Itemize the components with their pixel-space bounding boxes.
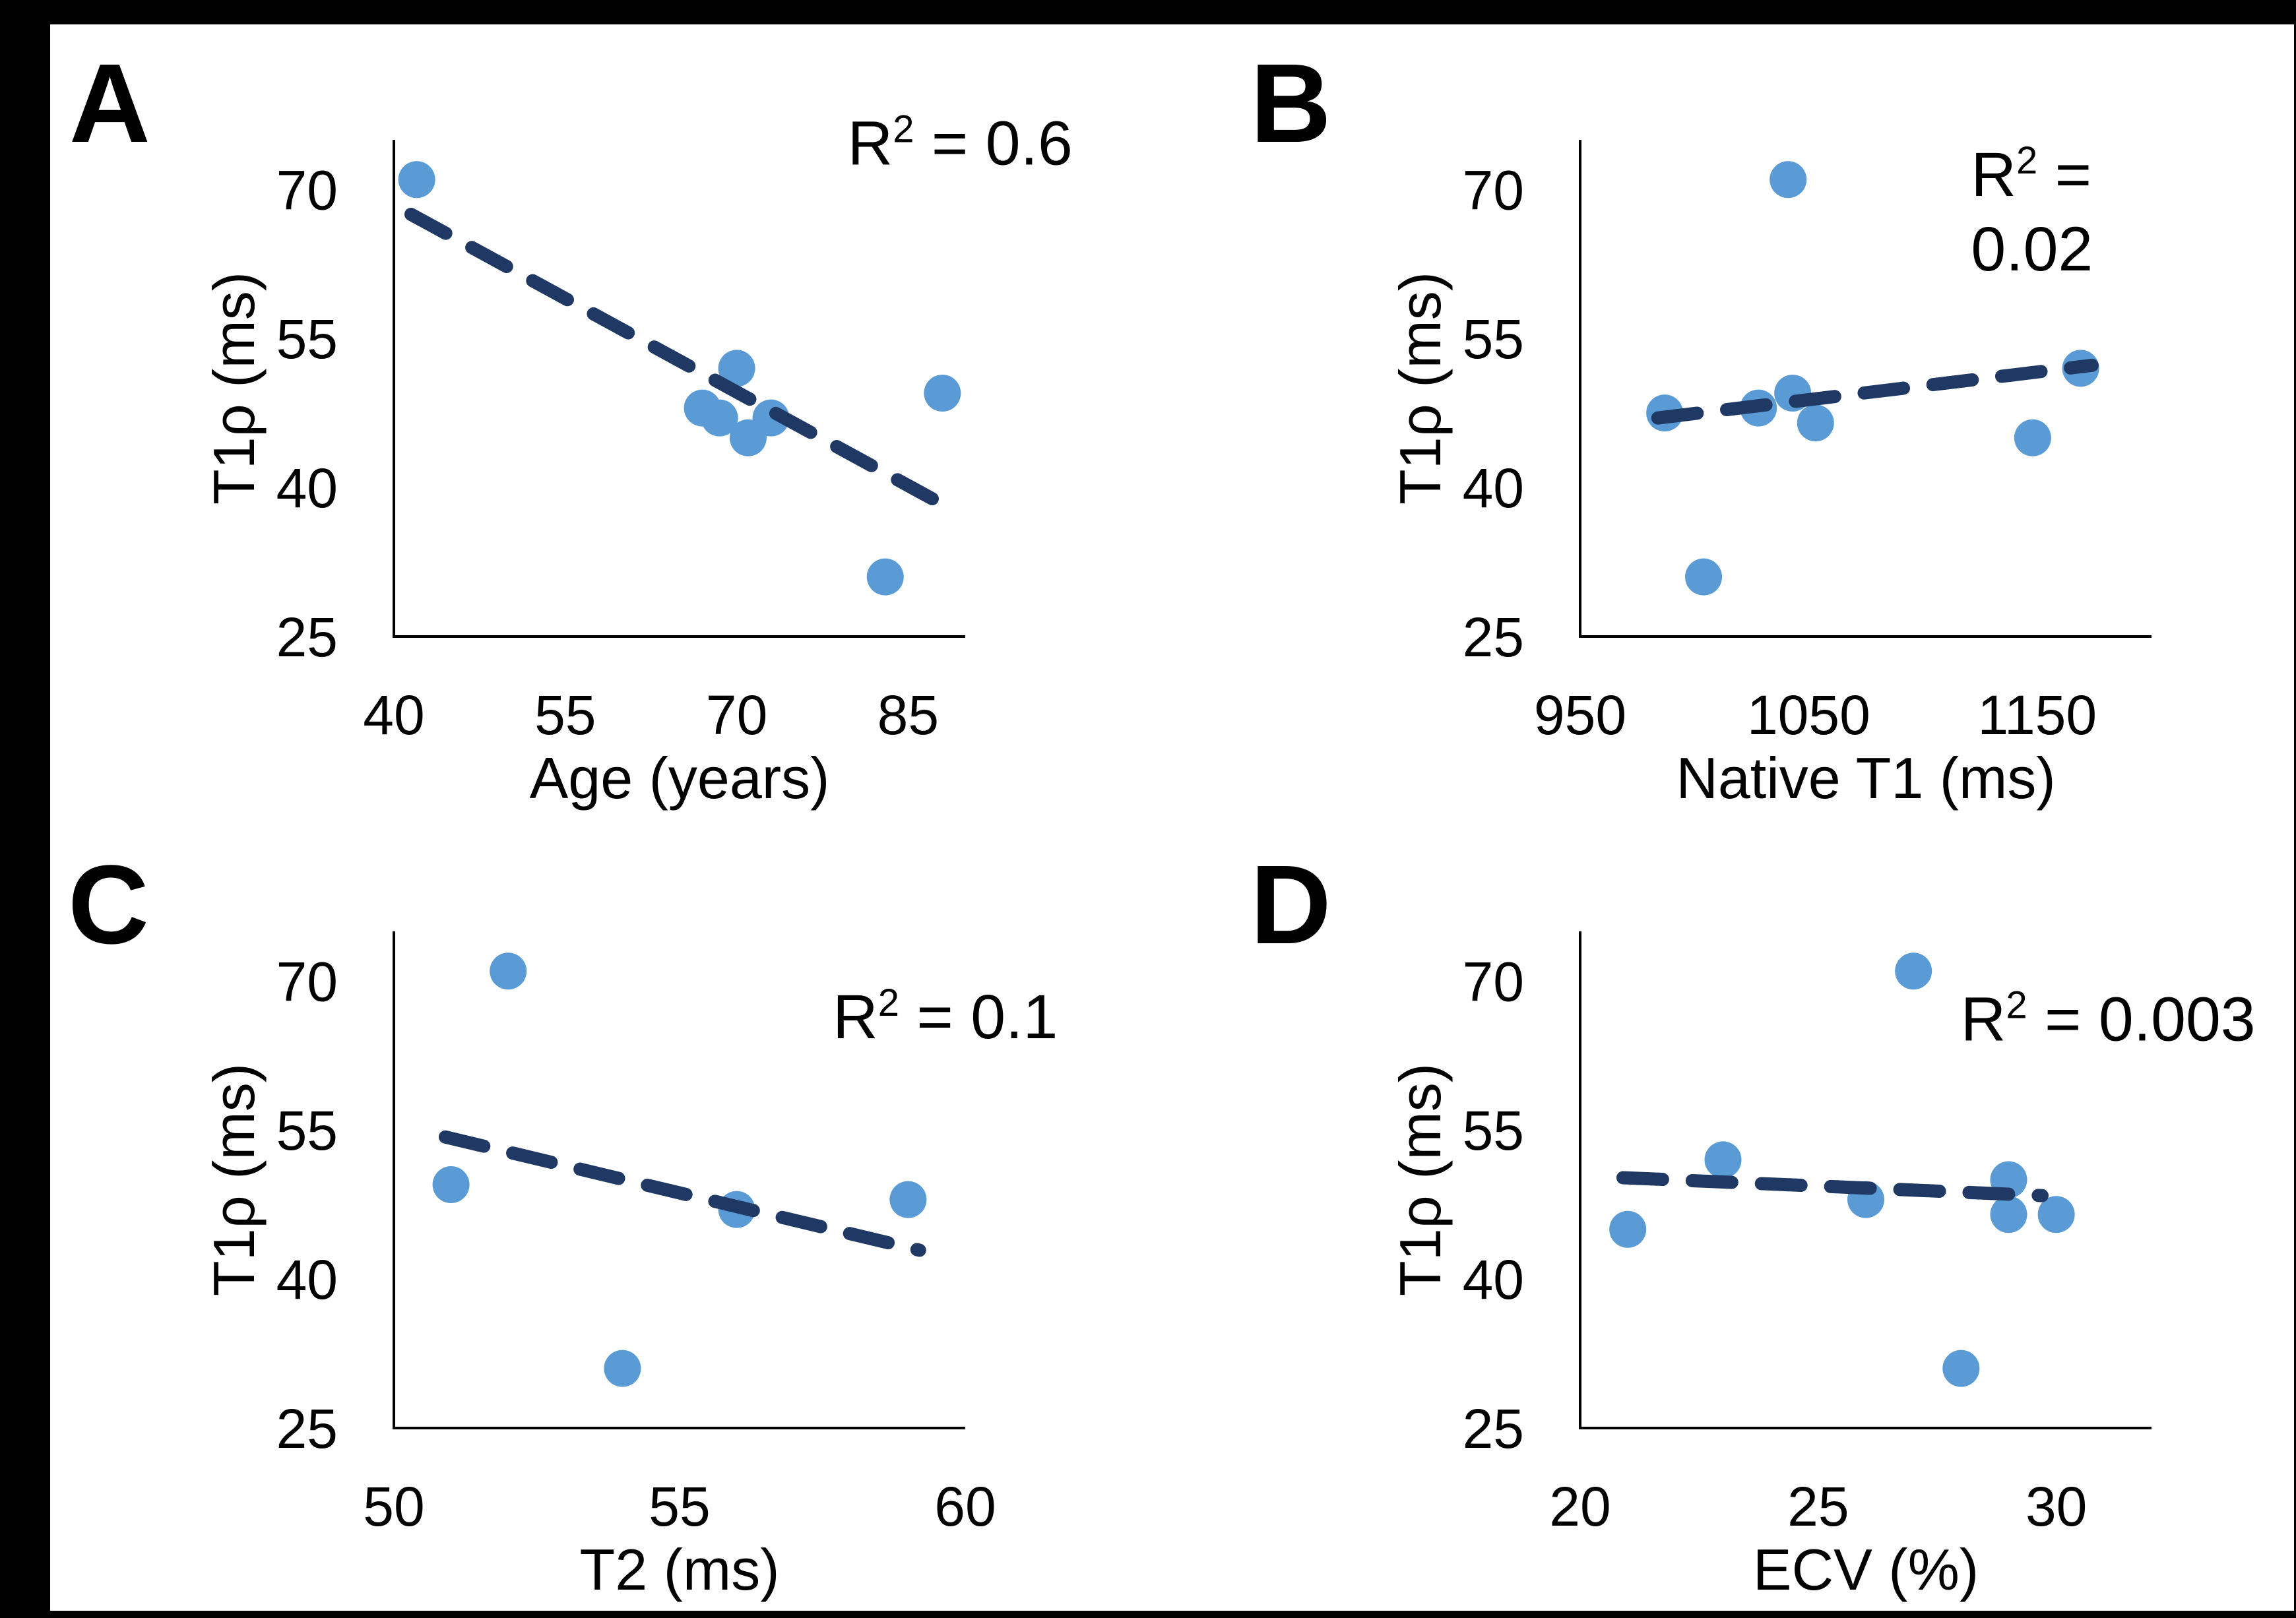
x-tick-label-d: 25 (1787, 1476, 1849, 1538)
y-tick-label-d: 70 (1463, 950, 1524, 1012)
scatter-point-a (866, 558, 904, 596)
scatter-point-a (729, 419, 767, 456)
scatter-point-c (604, 1350, 641, 1387)
x-tick-label-a: 55 (534, 684, 596, 746)
scatter-point-b (1797, 404, 1834, 442)
y-tick-label-c: 70 (276, 950, 338, 1012)
x-tick-label-c: 60 (934, 1476, 996, 1538)
scatter-point-a (701, 399, 738, 437)
y-axis-title-b: T1ρ (ms) (1387, 272, 1453, 505)
y-tick-label-a: 70 (276, 159, 338, 221)
x-axis-title-c: T2 (ms) (579, 1537, 779, 1602)
x-tick-label-a: 70 (706, 684, 767, 746)
x-tick-label-c: 50 (363, 1476, 424, 1538)
panel-letter-a: A (69, 41, 150, 166)
x-axis-title-a: Age (years) (530, 745, 830, 811)
panel-letter-b: B (1250, 41, 1331, 166)
x-axis-title-d: ECV (%) (1753, 1537, 1979, 1602)
scatter-point-b (1770, 161, 1807, 199)
x-tick-label-b: 1050 (1747, 684, 1870, 746)
scatter-point-d (1942, 1350, 1980, 1387)
scatter-point-d (1895, 952, 1932, 990)
y-tick-label-b: 55 (1463, 308, 1524, 370)
scatter-plot-a: 25 40 55 70 40 55 70 85 Age (years) T1ρ (ms) R2 = … (201, 108, 1073, 811)
scatter-point-c (490, 952, 527, 990)
scatter-plot-c: 25 40 55 70 50 55 60 T2 (ms) T1ρ (ms) R2 = 0.1 (201, 931, 1058, 1602)
trend-line-d (1616, 1171, 2049, 1202)
y-axis-title-c: T1ρ (ms) (201, 1063, 267, 1296)
axes-a (393, 140, 965, 638)
scatter-point-a (924, 375, 961, 412)
x-tick-label-a: 40 (363, 684, 424, 746)
y-tick-label-d: 40 (1463, 1249, 1524, 1311)
scatter-point-b (1685, 558, 1723, 596)
y-tick-label-b: 25 (1463, 606, 1524, 668)
scatter-point-d (1704, 1141, 1742, 1179)
scatter-point-d (2037, 1196, 2075, 1233)
trend-line-a (404, 207, 955, 514)
x-axis-title-b: Native T1 (ms) (1676, 745, 2055, 811)
y-axis-title-d: T1ρ (ms) (1387, 1063, 1453, 1296)
y-tick-label-d: 25 (1463, 1398, 1524, 1460)
trend-line-b (1651, 358, 2099, 425)
y-tick-label-d: 55 (1463, 1100, 1524, 1162)
x-tick-label-a: 85 (877, 684, 939, 746)
y-tick-label-a: 40 (276, 457, 338, 519)
x-tick-label-b: 950 (1534, 684, 1626, 746)
scatter-point-a (398, 161, 435, 199)
y-tick-label-b: 70 (1463, 159, 1524, 221)
y-tick-label-a: 55 (276, 308, 338, 370)
panel-letter-c: C (68, 842, 149, 968)
y-tick-label-a: 25 (276, 606, 338, 668)
y-tick-label-c: 40 (276, 1249, 338, 1311)
r-squared-annotation-b: R2 = (1971, 139, 2091, 210)
scatter-point-b (2014, 419, 2051, 456)
y-tick-label-c: 25 (276, 1398, 338, 1460)
figure-background (50, 24, 2294, 1611)
scatter-point-c (432, 1166, 470, 1204)
r-squared-annotation-d: R2 = 0.003 (1961, 984, 2256, 1055)
r-squared-annotation-a: R2 = 0.6 (848, 108, 1073, 179)
scatter-point-c (889, 1181, 927, 1218)
scatter-point-d (1990, 1196, 2027, 1233)
scatter-plot-d: 25 40 55 70 20 25 30 ECV (%) T1ρ (ms) R2 = 0.003 (1387, 931, 2256, 1602)
x-tick-label-d: 30 (2025, 1476, 2087, 1538)
panel-letter-d: D (1250, 842, 1331, 968)
axes-b (1579, 140, 2152, 638)
y-tick-label-c: 55 (276, 1100, 338, 1162)
r-squared-annotation-c: R2 = 0.1 (833, 981, 1058, 1052)
x-tick-label-b: 1150 (1977, 684, 2097, 746)
r-squared-annotation-b: 0.02 (1971, 214, 2093, 284)
axes-d (1579, 931, 2152, 1429)
x-tick-label-c: 55 (649, 1476, 710, 1538)
y-tick-label-b: 40 (1463, 457, 1524, 519)
y-axis-title-a: T1ρ (ms) (201, 272, 267, 505)
axes-c (393, 931, 965, 1429)
scatter-point-d (1609, 1210, 1647, 1248)
scatter-point-a (718, 350, 755, 387)
x-tick-label-d: 20 (1549, 1476, 1610, 1538)
trend-line-c (438, 1130, 926, 1257)
